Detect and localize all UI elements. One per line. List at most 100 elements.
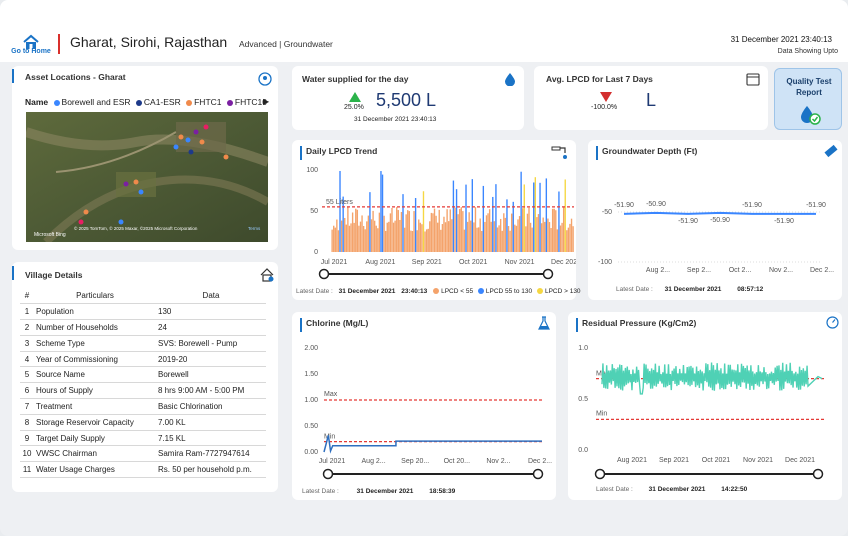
go-to-home-link[interactable]: Go to Home [11,48,51,55]
x-tick-label: Nov 2... [486,458,510,465]
card-accent [300,318,302,332]
row-num: 5 [20,366,34,384]
bar [416,230,418,252]
row-data: 130 [156,303,266,321]
quality-test-button[interactable]: Quality Test Report [774,68,842,130]
bar [432,213,434,252]
map-terms-link[interactable]: Terms [248,226,261,231]
daily-legend-mid[interactable]: LPCD 55 to 130 [485,288,533,295]
chlorine-chart[interactable]: 0.00 0.50 1.00 1.50 2.00 Max Min Jul 2021 Aug 2.… [292,336,556,468]
bar [484,221,486,252]
bar [528,207,530,252]
row-data: 24 [156,319,266,336]
bar [457,214,459,252]
bar [518,216,521,252]
water-title: Water supplied for the day [302,74,409,84]
bar [408,211,410,252]
x-tick-label: Oct 2021 [702,457,731,464]
bar [468,212,470,252]
gw-title: Groundwater Depth (Ft) [602,146,698,156]
bar [427,228,429,252]
legend-next-arrow-icon[interactable]: ▶ [263,97,270,106]
header-num[interactable]: # [20,288,34,305]
legend-fhtc1[interactable]: FHTC1 [194,97,222,107]
legend-borewell[interactable]: Borewell and ESR [61,97,131,107]
bar [375,225,377,252]
row-data: 7.15 KL [156,430,266,447]
bar [392,222,395,252]
bar [429,221,431,252]
bar [536,217,538,252]
data-label: -51.90 [742,202,762,209]
chlorine-title: Chlorine (Mg/L) [306,318,369,328]
bar [359,221,362,252]
bar [430,212,433,252]
legend-fhtc10[interactable]: FHTC10 [234,97,267,107]
house-icon[interactable] [260,268,274,282]
bar [476,227,478,252]
x-tick-label: Jul 2021 [319,458,346,465]
row-particular: Year of Commissioning [34,351,156,368]
bar [385,230,387,252]
bar [348,225,351,252]
header-data[interactable]: Data [156,288,266,305]
bar [517,219,519,252]
chlorine-date-slider[interactable] [322,468,544,480]
card-accent [596,146,598,160]
table-row: 1 Population 130 [20,303,266,321]
bar [542,217,544,252]
chlorine-latest-time: 18:58:39 [429,488,456,495]
bar [562,207,565,252]
bar [556,229,559,252]
bar [402,194,404,252]
bar [331,229,333,252]
header-particulars[interactable]: Particulars [34,288,156,305]
bar [572,226,574,252]
pressure-date-slider[interactable] [594,468,824,480]
x-tick-label: Sep 2021 [412,259,442,266]
bar [358,225,360,252]
daily-latest-date: 31 December 2021 [338,288,396,295]
row-num: 3 [20,335,34,352]
bar [465,184,467,252]
x-tick-label: Sep 2021 [659,457,689,464]
bar [381,174,384,252]
chlorine-card: Chlorine (Mg/L) 0.00 0.50 1.00 1.50 2.00 Max M… [292,312,556,500]
row-particular: Hours of Supply [34,382,156,400]
date-range-slider[interactable] [318,268,554,280]
bar [525,226,527,252]
location-pin-icon[interactable] [258,72,272,86]
bar [405,214,407,252]
groundwater-chart[interactable]: -50 -100 -51.90 -50.90 -51.90 -50.90 -51.90 -51… [588,160,842,284]
lpcd7-value: L [646,90,657,110]
y-tick-label: 0.50 [304,423,318,430]
satellite-map[interactable]: Microsoft Bing © 2025 TomTom, © 2025 Max… [26,112,268,242]
row-particular: Treatment [34,398,156,415]
bar [342,196,344,252]
daily-legend-high[interactable]: LPCD > 130 [544,288,581,295]
bar [471,179,473,252]
asset-title: Asset Locations - Gharat [25,72,126,82]
bar [446,209,448,252]
daily-legend-low[interactable]: LPCD < 55 [441,288,474,295]
row-particular: Number of Households [34,319,156,336]
row-particular: Storage Reservoir Capacity [34,414,156,431]
bar [452,180,455,252]
bar [413,211,415,252]
bar [424,231,426,252]
card-accent [12,266,14,280]
data-label: -51.90 [614,202,634,209]
daily-lpcd-card: Daily LPCD Trend 0 50 100 55 Liters Jul 2021… [292,140,581,300]
avg-lpcd-card: Avg. LPCD for Last 7 Days -100.0% L [534,66,768,130]
home-icon[interactable] [22,34,40,50]
bar [361,215,363,252]
bar [396,207,398,252]
x-tick-label: Dec 2021 [551,259,576,266]
table-row: 2 Number of Households 24 [20,319,266,336]
bar [470,220,472,252]
bar [520,171,522,252]
bar [514,224,516,252]
legend-ca1[interactable]: CA1-ESR [143,97,181,107]
daily-lpcd-chart[interactable]: 0 50 100 55 Liters Jul 2021 Aug 2021 Sep 2021 O… [292,160,576,270]
